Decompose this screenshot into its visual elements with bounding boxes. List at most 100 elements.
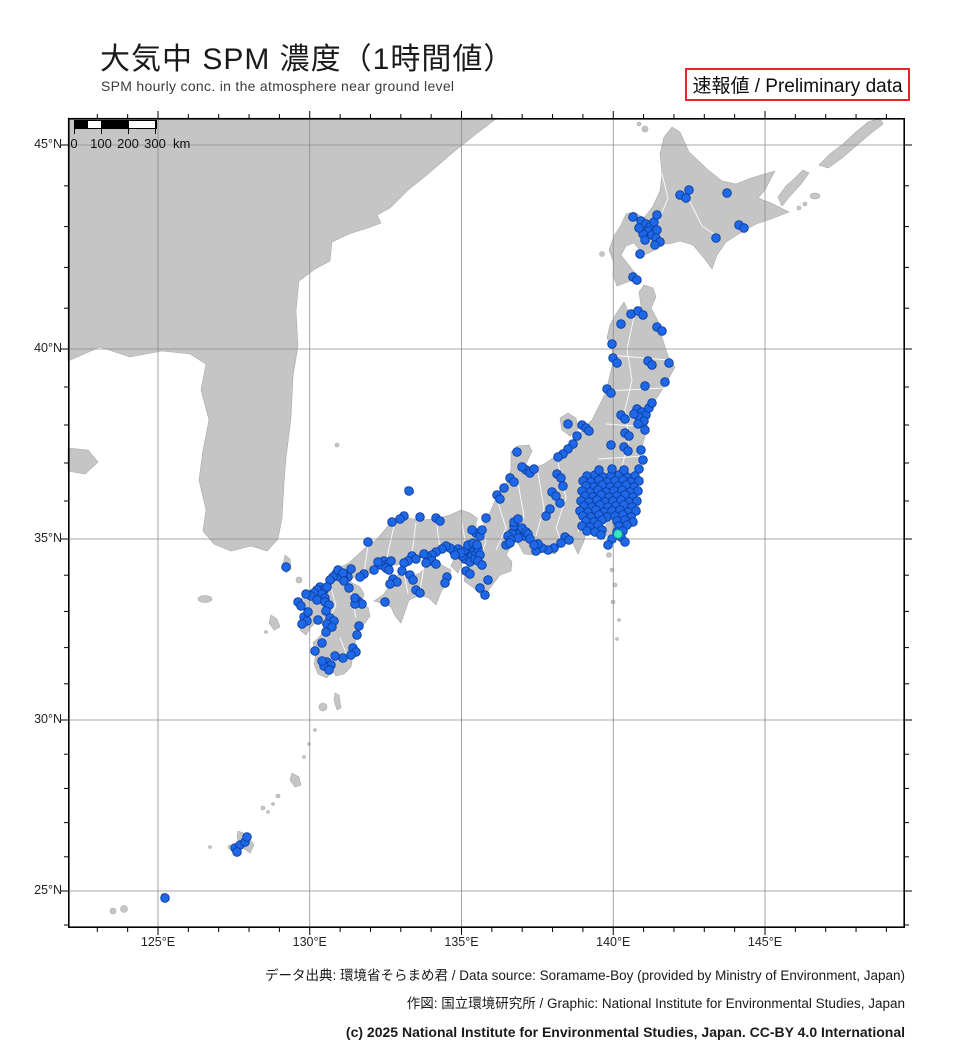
graphic-credit-line: 作図: 国立環境研究所 / Graphic: National Institut… <box>406 996 905 1011</box>
station-dot <box>242 832 252 842</box>
station-dot <box>628 212 638 222</box>
station-dot <box>324 665 334 675</box>
station-dot <box>321 627 331 637</box>
station-dot <box>317 638 327 648</box>
scale-tick <box>74 121 75 134</box>
scale-tick <box>155 121 156 134</box>
station-dot <box>338 568 348 578</box>
station-dot <box>297 619 307 629</box>
scale-bar-segment <box>88 121 102 128</box>
station-dot <box>399 558 409 568</box>
station-dot <box>722 188 732 198</box>
station-dot <box>301 589 311 599</box>
station-dot <box>629 409 639 419</box>
station-dot <box>624 431 634 441</box>
station-dot <box>620 537 630 547</box>
station-dot <box>472 540 482 550</box>
tokara-islet <box>302 755 306 759</box>
station-dot <box>477 525 487 535</box>
station-dot <box>512 447 522 457</box>
ishigaki-island <box>120 905 128 913</box>
iki-island <box>295 576 303 584</box>
station-dot <box>555 498 565 508</box>
station-dot <box>321 606 331 616</box>
graticule <box>68 118 905 928</box>
station-dot <box>636 445 646 455</box>
ulleung-island <box>334 442 340 448</box>
station-dot <box>647 360 657 370</box>
station-dot <box>310 646 320 656</box>
station-dot <box>467 525 477 535</box>
station-dot <box>596 530 606 540</box>
station-dot <box>296 601 306 611</box>
lon-axis-label: 130°E <box>292 935 327 949</box>
map-canvas <box>61 111 912 935</box>
station-dot <box>395 514 405 524</box>
station-dot <box>634 223 644 233</box>
station-dot <box>619 465 629 475</box>
station-dot <box>384 565 394 575</box>
station-dot <box>632 275 642 285</box>
station-dot <box>606 388 616 398</box>
station-dot <box>352 630 362 640</box>
station-dot <box>652 210 662 220</box>
kunashiri-island <box>777 169 810 207</box>
scale-label: 0 <box>70 136 78 151</box>
station-dot <box>505 538 515 548</box>
iriomote-island <box>109 907 117 915</box>
station-dot <box>380 597 390 607</box>
station-dot <box>415 588 425 598</box>
goto-islet <box>264 630 268 634</box>
station-dot <box>339 576 349 586</box>
station-dot <box>553 452 563 462</box>
scale-label: 100 <box>90 136 112 151</box>
lon-axis-label: 125°E <box>140 935 176 949</box>
lat-axis-label: 25°N <box>34 883 62 897</box>
izu-islet <box>606 552 612 558</box>
scale-bar: 0 100 200 300 km <box>68 120 198 379</box>
station-dot <box>563 419 573 429</box>
axis-ticks <box>61 111 912 935</box>
station-dot <box>232 847 242 857</box>
station-dot <box>558 481 568 491</box>
station-dot <box>317 656 327 666</box>
station-dot <box>160 893 170 903</box>
station-dot <box>594 465 604 475</box>
japan-spm-map: 2025-10-26 06:00 (JST) 45°N40°N35°N30°N2… <box>34 111 912 949</box>
scale-bar-segment <box>129 121 156 128</box>
station-dot <box>477 560 487 570</box>
amami-islet <box>260 805 266 811</box>
station-dot <box>411 554 421 564</box>
station-dot <box>660 377 670 387</box>
station-dot <box>313 615 323 625</box>
station-dot <box>529 540 539 550</box>
scale-unit-label: km <box>173 136 191 151</box>
station-dot <box>397 566 407 576</box>
station-dot <box>640 381 650 391</box>
scale-bar-strip <box>74 120 157 129</box>
amami-islet <box>266 810 270 814</box>
station-dot <box>582 526 592 536</box>
lat-axis-label: 35°N <box>34 531 62 545</box>
station-dot <box>431 559 441 569</box>
map-frame <box>68 118 906 929</box>
station-dot <box>499 483 509 493</box>
station-dot <box>739 223 749 233</box>
yakushima-island <box>318 702 328 712</box>
station-dot <box>419 549 429 559</box>
station-dot <box>529 464 539 474</box>
preliminary-data-badge: 速報値 / Preliminary data <box>685 68 910 101</box>
station-dot <box>495 494 505 504</box>
rebun-island <box>636 121 642 127</box>
lon-axis-label: 140°E <box>596 935 631 949</box>
station-dot <box>640 425 650 435</box>
amami-islet <box>271 802 275 806</box>
okinawa-islet <box>208 845 212 849</box>
habomai-islet <box>796 205 802 211</box>
station-dot <box>513 514 523 524</box>
station-dot <box>344 583 354 593</box>
lon-axis-label: 145°E <box>747 935 783 949</box>
station-dot <box>517 462 527 472</box>
station-dot <box>346 650 356 660</box>
amami-islet <box>275 793 281 799</box>
